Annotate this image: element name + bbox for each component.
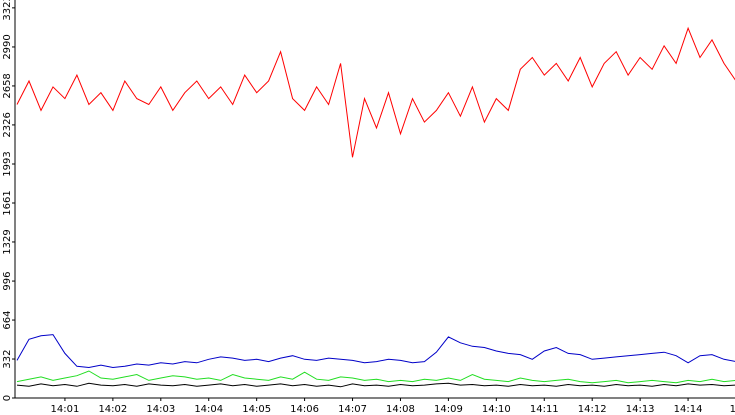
y-tick-label: 664: [2, 310, 13, 329]
series-line: [16, 370, 735, 384]
x-tick-label: 14:06: [290, 404, 319, 415]
y-tick-label: 1661: [2, 190, 13, 215]
x-tick-label: 14:11: [530, 404, 559, 415]
x-tick-label: 14:05: [242, 404, 271, 415]
y-tick-label: 1993: [2, 151, 13, 176]
y-tick-label: 2326: [2, 112, 13, 137]
y-tick-label: 2990: [2, 34, 13, 59]
series-line: [16, 334, 735, 369]
x-tick-label: 14:09: [434, 404, 463, 415]
x-tick-label: 14:12: [578, 404, 607, 415]
x-tick-label: 14:08: [386, 404, 415, 415]
series-line: [16, 26, 735, 158]
y-tick-label: 2658: [2, 73, 13, 98]
x-tick-label: 14:02: [98, 404, 127, 415]
y-tick-label: 332: [2, 349, 13, 368]
y-tick-label: 0: [2, 395, 13, 401]
y-tick-label: 1329: [2, 229, 13, 254]
x-tick-label: 14:01: [51, 404, 80, 415]
x-tick-label: 14:04: [194, 404, 223, 415]
x-tick-label: 14:03: [146, 404, 175, 415]
x-tick-label: 14:07: [338, 404, 367, 415]
y-tick-label: 3323: [2, 0, 13, 21]
series-line: [16, 382, 735, 388]
x-tick-label: 14:14: [674, 404, 703, 415]
x-tick-label: 14:13: [626, 404, 655, 415]
y-tick-label: 996: [2, 272, 13, 291]
x-tick-label: 14:10: [482, 404, 511, 415]
x-tick-label: 14: [730, 404, 735, 415]
